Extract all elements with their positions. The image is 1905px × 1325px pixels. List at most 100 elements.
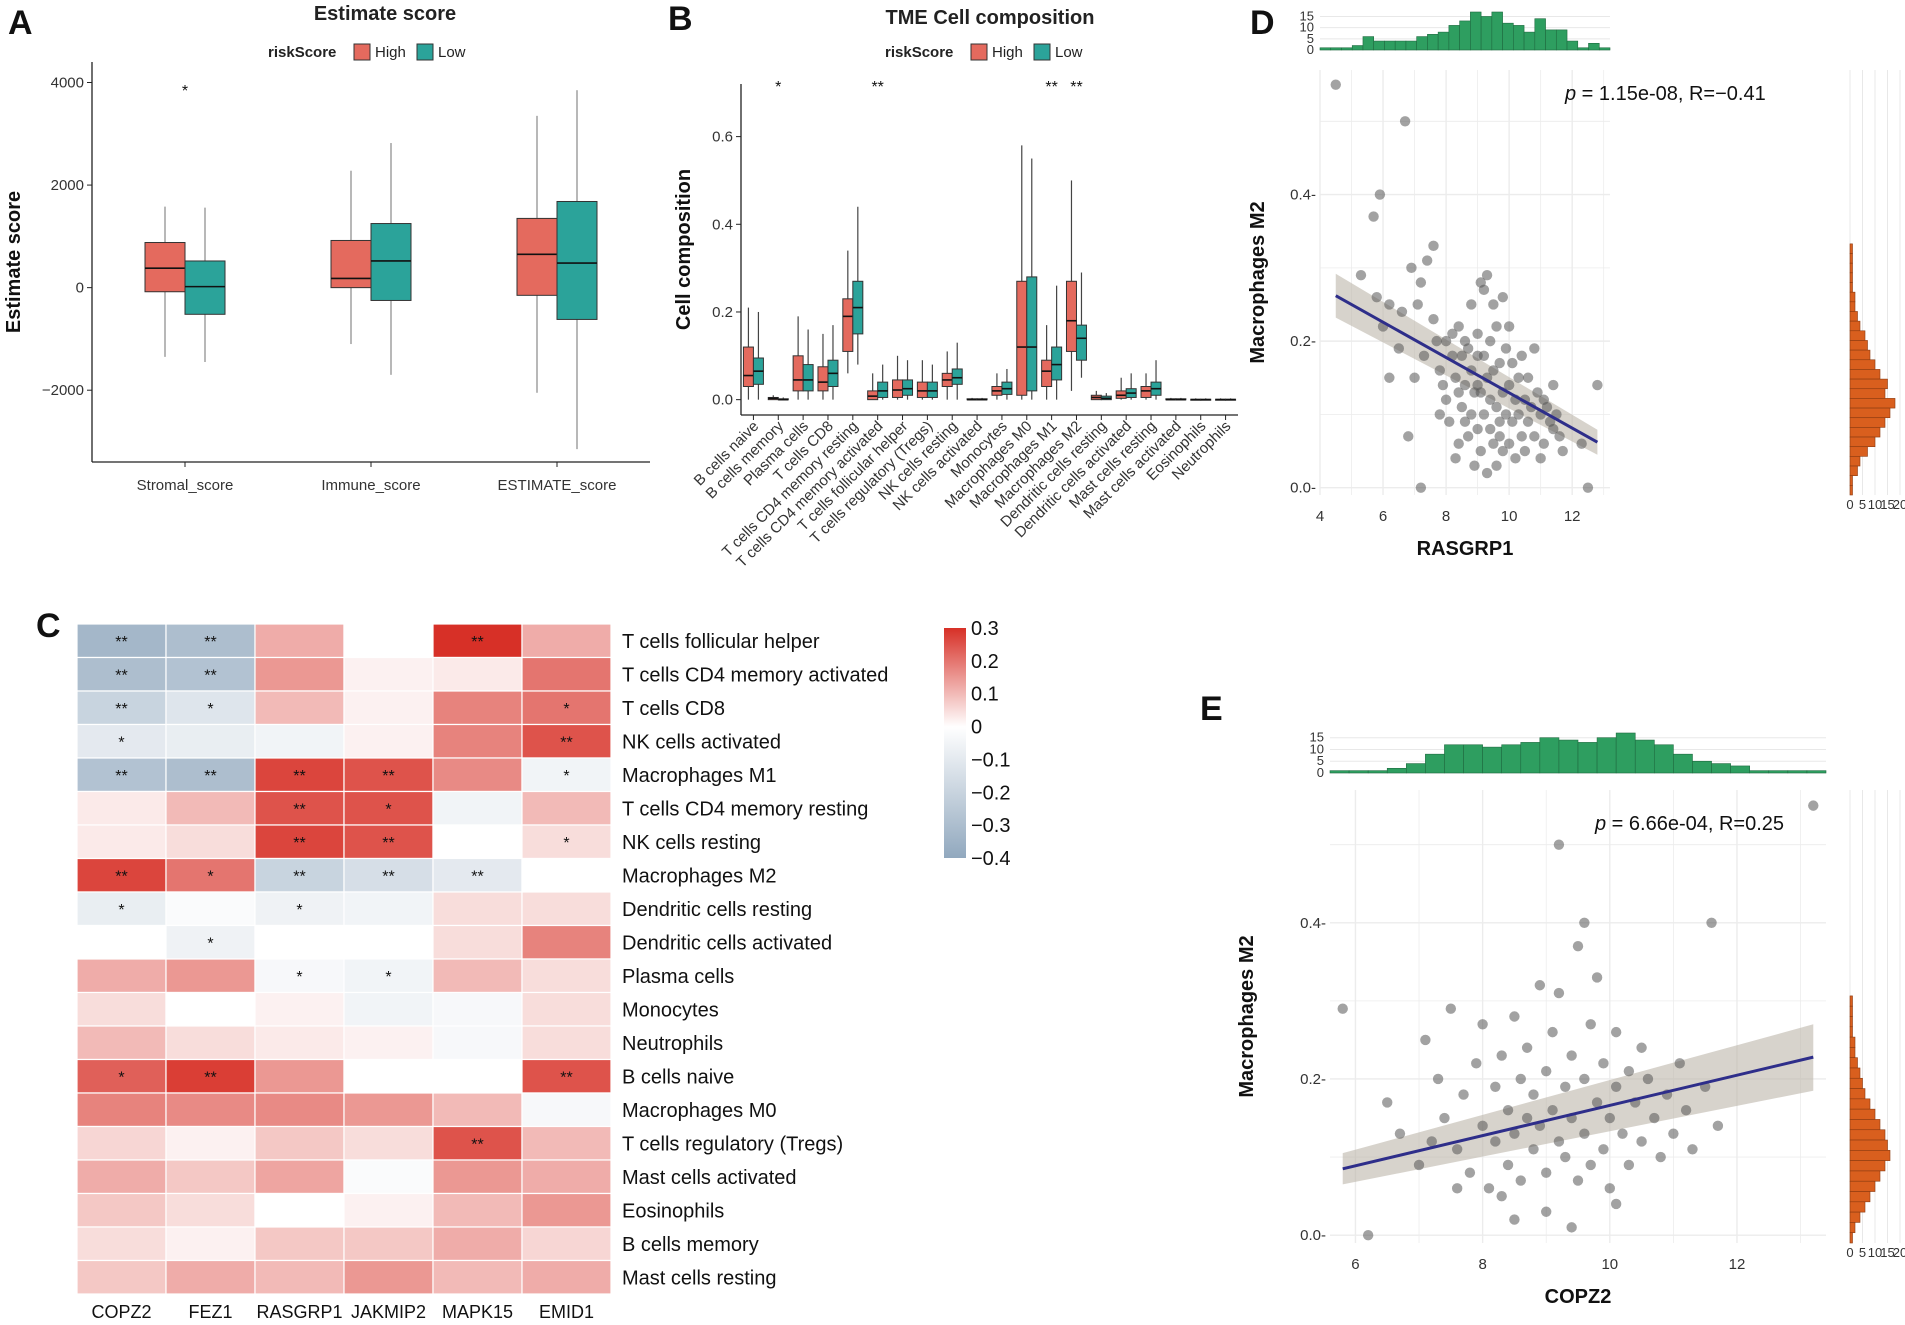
heatmap-cell bbox=[254, 1092, 345, 1128]
heatmap-col-label: EMID1 bbox=[539, 1302, 594, 1322]
top-hist-bar bbox=[1523, 31, 1536, 51]
heatmap-col-label: JAKMIP2 bbox=[351, 1302, 426, 1322]
scatter-point bbox=[1478, 284, 1490, 296]
side-hist-bar bbox=[1849, 1150, 1891, 1161]
heatmap-cell bbox=[343, 1159, 434, 1195]
scatter-point bbox=[1598, 1058, 1609, 1069]
side-hist-bar bbox=[1849, 1201, 1866, 1213]
heatmap-cell bbox=[254, 1226, 345, 1262]
heatmap-star: ** bbox=[560, 734, 572, 751]
box-high bbox=[1065, 280, 1077, 352]
heatmap-cell bbox=[432, 1226, 523, 1262]
scatter-point bbox=[1509, 1214, 1520, 1225]
scatter-point bbox=[1535, 453, 1546, 464]
top-hist-bar bbox=[1730, 765, 1750, 774]
legend-label-high: High bbox=[992, 44, 1023, 61]
chart-title: TME Cell composition bbox=[886, 7, 1095, 29]
heatmap-cell bbox=[343, 1125, 434, 1161]
scatter-point bbox=[1428, 313, 1439, 325]
side-hist-bar bbox=[1849, 1016, 1853, 1028]
side-hist-tick: 20 bbox=[1893, 1245, 1905, 1260]
panel-label-b: B bbox=[668, 0, 693, 38]
scatter-point bbox=[1680, 1105, 1692, 1116]
top-hist-bar bbox=[1384, 40, 1396, 51]
heatmap-cell bbox=[521, 723, 612, 759]
scatter-point bbox=[1585, 1159, 1596, 1171]
scatter-point bbox=[1541, 401, 1553, 413]
top-hist-bar bbox=[1692, 760, 1712, 774]
scatter-point bbox=[1591, 1097, 1603, 1108]
top-hist-bar bbox=[1463, 744, 1483, 774]
top-hist-bar bbox=[1367, 770, 1388, 774]
top-hist-bar bbox=[1558, 739, 1579, 774]
heatmap-cell bbox=[432, 723, 523, 759]
box-low bbox=[802, 364, 814, 392]
scatter-point bbox=[1483, 1183, 1495, 1194]
heatmap-cell bbox=[165, 1092, 256, 1128]
heatmap-row-label: T cells CD8 bbox=[622, 698, 725, 720]
box-high bbox=[144, 242, 186, 293]
heatmap-row-label: NK cells resting bbox=[622, 832, 761, 854]
heatmap-col-label: FEZ1 bbox=[188, 1302, 232, 1322]
heatmap-cell bbox=[76, 623, 167, 659]
scatter-point bbox=[1413, 1159, 1425, 1171]
top-hist-bar bbox=[1348, 770, 1369, 774]
heatmap-cell bbox=[432, 924, 523, 960]
side-hist-bar bbox=[1849, 1098, 1871, 1110]
panel-e-scatter: 6 8 10 12 0.0- 0.2- 0.4- COPZ2 Macrophages M2 p =… bbox=[1236, 730, 1905, 1308]
heatmap-cell bbox=[432, 958, 523, 994]
scatter-point bbox=[1485, 335, 1496, 347]
x-tick-label: 12 bbox=[1564, 508, 1581, 525]
heatmap-star: ** bbox=[204, 667, 216, 684]
scatter-point bbox=[1466, 409, 1477, 420]
scatter-point bbox=[1428, 240, 1439, 252]
box-low bbox=[1026, 276, 1038, 392]
scatter-point bbox=[1475, 445, 1486, 457]
x-tick-label: Immune_score bbox=[321, 477, 420, 494]
side-hist-tick: 10 bbox=[1868, 1245, 1882, 1260]
heatmap-star: ** bbox=[382, 768, 394, 785]
side-hist-tick: 15 bbox=[1880, 1245, 1894, 1260]
scatter-point bbox=[1516, 431, 1527, 442]
scatter-point bbox=[1509, 1128, 1520, 1139]
heatmap-cell bbox=[521, 1058, 612, 1094]
heatmap-cell bbox=[254, 1192, 345, 1228]
p-symbol: p bbox=[1594, 813, 1606, 835]
scatter-point bbox=[1488, 365, 1499, 376]
top-hist-bar bbox=[1634, 739, 1655, 774]
correlation-text: = 1.15e-08, R=−0.41 bbox=[1576, 83, 1766, 105]
heatmap-cell bbox=[432, 991, 523, 1027]
side-hist-bar bbox=[1849, 378, 1888, 390]
scatter-point bbox=[1582, 482, 1594, 493]
heatmap-cell bbox=[432, 757, 523, 793]
scatter-point bbox=[1453, 387, 1464, 398]
top-hist-tick: 10 bbox=[1300, 20, 1314, 35]
top-hist-tick: 0 bbox=[1317, 765, 1324, 780]
side-hist-bar bbox=[1849, 995, 1853, 1007]
scatter-point bbox=[1437, 379, 1449, 391]
side-hist-bar bbox=[1849, 446, 1868, 457]
scatter-point bbox=[1636, 1136, 1647, 1147]
top-hist-bar bbox=[1711, 763, 1731, 774]
heatmap-cell bbox=[165, 824, 256, 860]
x-tick-label: 8 bbox=[1478, 1256, 1486, 1273]
box-low bbox=[1075, 324, 1087, 361]
scatter-point bbox=[1500, 409, 1512, 420]
scatter-point bbox=[1617, 1128, 1628, 1139]
scatter-point bbox=[1368, 211, 1379, 222]
side-hist-bar bbox=[1849, 320, 1861, 332]
heatmap-cell bbox=[254, 991, 345, 1027]
legend-swatch-low bbox=[1033, 43, 1051, 61]
top-hist-bar bbox=[1588, 42, 1600, 51]
scatter-point bbox=[1522, 416, 1534, 427]
heatmap-star: ** bbox=[115, 667, 127, 684]
scatter-point bbox=[1426, 1136, 1437, 1147]
x-tick-label: 6 bbox=[1379, 508, 1387, 525]
top-hist-bar bbox=[1406, 763, 1426, 774]
scatter-point bbox=[1591, 972, 1603, 983]
scatter-point bbox=[1384, 372, 1395, 383]
scatter-point bbox=[1507, 416, 1518, 427]
scatter-point bbox=[1431, 335, 1442, 347]
y-axis-title: Macrophages M2 bbox=[1247, 201, 1269, 363]
heatmap-cell bbox=[521, 1259, 612, 1295]
